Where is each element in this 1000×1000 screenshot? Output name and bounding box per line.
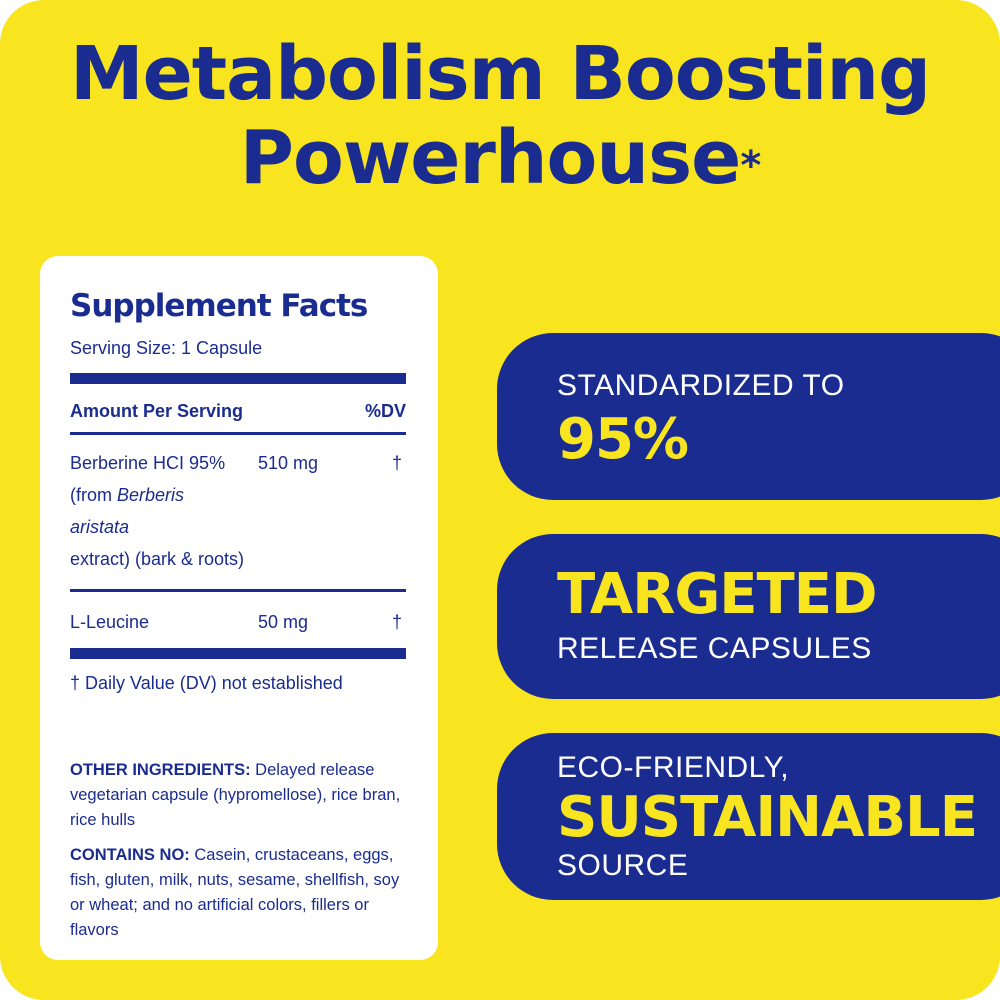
facts-header-row: Amount Per Serving %DV	[70, 392, 406, 432]
ingredient-name: L-Leucine	[70, 612, 150, 632]
badge-sustainable: ECO-FRIENDLY, SUSTAINABLE SOURCE	[497, 733, 1000, 900]
divider-thick	[70, 373, 406, 384]
badge-standardized-label: STANDARDIZED TO	[557, 369, 845, 402]
ingredient-name-line: extract) (bark & roots)	[70, 549, 245, 569]
headline-line-1: Metabolism Boosting	[69, 31, 931, 117]
ingredient-source-line: (from Berberis aristata	[70, 479, 245, 543]
ingredient-amount: 510 mg	[258, 453, 319, 473]
dv-footnote: † Daily Value (DV) not established	[70, 673, 343, 693]
badge-targeted-subline: RELEASE CAPSULES	[557, 632, 872, 665]
amount-per-serving-header: Amount Per Serving	[70, 401, 244, 421]
headline-line-2: Powerhouse*	[0, 116, 1000, 200]
divider-thin	[70, 589, 406, 592]
ingredient-row: L-Leucine 50 mg †	[70, 592, 406, 648]
other-ingredients-label: OTHER INGREDIENTS:	[70, 761, 251, 779]
badge-targeted: TARGETED RELEASE CAPSULES	[497, 534, 1000, 699]
badge-standardized-value: 95%	[557, 407, 689, 472]
ingredient-amount: 50 mg	[258, 612, 309, 632]
badge-sustainable-subline: SOURCE	[557, 849, 689, 882]
badge-standardized: STANDARDIZED TO 95%	[497, 333, 1000, 500]
supplement-facts-title: Supplement Facts	[70, 288, 368, 324]
other-ingredients: OTHER INGREDIENTS: Delayed release veget…	[70, 758, 406, 833]
ingredient-source-prefix: (from	[70, 485, 117, 505]
divider-thick	[70, 648, 406, 659]
ingredient-name-line: Berberine HCI 95%	[70, 453, 226, 473]
ingredient-dv: †	[391, 453, 402, 473]
badge-sustainable-headline: SUSTAINABLE	[557, 785, 978, 850]
dv-header: %DV	[364, 401, 406, 421]
badge-targeted-headline: TARGETED	[557, 562, 877, 627]
headline-line-2-text: Powerhouse	[239, 115, 742, 201]
divider-thin	[70, 432, 406, 435]
ingredient-source-species: Berberis aristata	[70, 485, 185, 537]
ingredient-row: Berberine HCI 95% (from Berberis aristat…	[70, 435, 406, 589]
badge-sustainable-label: ECO-FRIENDLY,	[557, 751, 790, 784]
ingredient-name: Berberine HCI 95% (from Berberis aristat…	[70, 447, 245, 575]
headline-asterisk: *	[740, 143, 761, 189]
supplement-facts-panel: Supplement Facts Serving Size: 1 Capsule…	[40, 256, 438, 960]
headline: Metabolism Boosting Powerhouse*	[0, 32, 1000, 200]
serving-size: Serving Size: 1 Capsule	[70, 338, 263, 358]
contains-no: CONTAINS NO: Casein, crustaceans, eggs, …	[70, 843, 406, 943]
ingredient-dv: †	[391, 612, 402, 632]
contains-no-text: Casein, crustaceans, eggs, fish, gluten,…	[70, 846, 400, 939]
contains-no-label: CONTAINS NO:	[70, 846, 190, 864]
other-ingredients-text: Delayed release vegetarian capsule (hypr…	[70, 761, 401, 829]
